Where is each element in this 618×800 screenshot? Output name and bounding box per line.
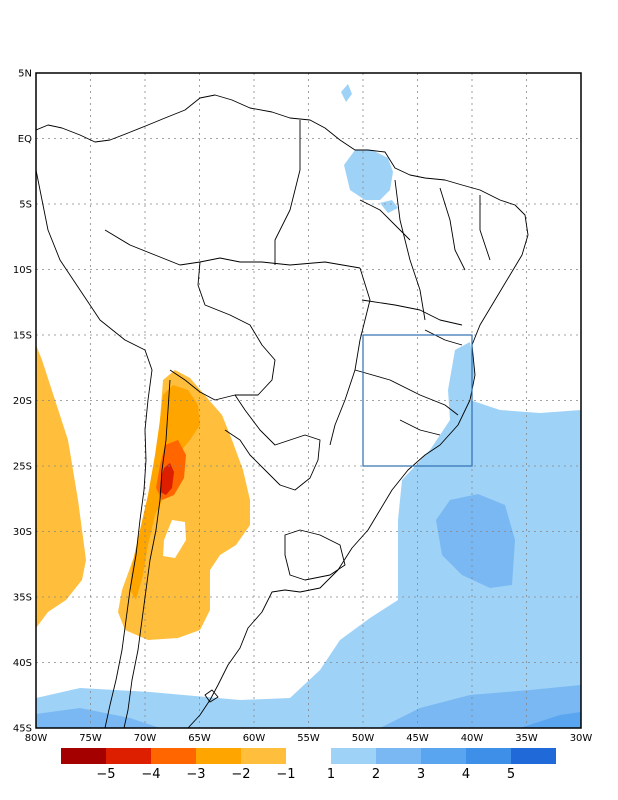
map-panel	[35, 72, 582, 729]
latitude-tick-label: 35S	[13, 593, 32, 604]
colorbar-swatch-negative	[61, 748, 106, 764]
colorbar-label: −4	[141, 767, 160, 782]
longitude-tick-label: 60W	[243, 733, 266, 744]
colorbar-label: 1	[327, 767, 335, 782]
longitude-tick-label: 40W	[461, 733, 484, 744]
country-border-bolivia	[169, 261, 276, 401]
positive-anomaly-southeast-mid	[380, 685, 581, 728]
continent-coastline	[36, 94, 529, 728]
positive-anomaly-southeast-deep	[520, 712, 581, 728]
positive-anomaly-atlantic	[36, 342, 581, 728]
positive-anomaly-atlantic-mid	[436, 494, 515, 588]
colorbar-swatch-negative	[196, 748, 241, 764]
latitude-tick-label: 10S	[13, 265, 32, 276]
colorbar-swatch-negative	[241, 748, 286, 764]
longitude-tick-label: 65W	[188, 733, 211, 744]
coastlines-and-borders	[36, 94, 529, 728]
negative-anomaly-argentina	[118, 370, 250, 640]
latitude-tick-label: 45S	[13, 724, 32, 735]
colorbar-label: 2	[372, 767, 380, 782]
negative-anomaly-argentina-red	[160, 463, 174, 495]
latitude-tick-label: 30S	[13, 527, 32, 538]
colorbar-swatch-positive	[376, 748, 421, 764]
study-region-box	[362, 334, 473, 467]
latitude-tick-label: 15S	[13, 331, 32, 342]
state-borders-brazil	[274, 120, 491, 446]
colorbar-swatch-positive	[421, 748, 466, 764]
colorbar-label: −2	[231, 767, 250, 782]
colorbar-label: 5	[507, 767, 515, 782]
colorbar-label: −3	[186, 767, 205, 782]
colorbar-swatch-negative	[106, 748, 151, 764]
longitude-tick-label: 30W	[570, 733, 593, 744]
country-border-uruguay	[284, 529, 346, 581]
positive-anomaly-small-north	[341, 84, 352, 102]
longitude-tick-label: 80W	[25, 733, 48, 744]
country-border-paraguay	[224, 394, 321, 491]
latitude-labels: 5N EQ 5S 10S 15S 20S 25S 30S 35S 40S 45S	[13, 69, 32, 735]
latitude-tick-label: 20S	[13, 396, 32, 407]
colorbar-label: 3	[417, 767, 425, 782]
colorbar-label: −5	[96, 767, 115, 782]
colorbar-swatch-positive	[511, 748, 556, 764]
longitude-labels: 80W 75W 70W 65W 60W 55W 50W 45W 40W 35W 30W	[25, 733, 593, 744]
colorbar: −5 −4 −3 −2 −1 1 2 3 4 5	[61, 748, 556, 782]
latitude-tick-label: 40S	[13, 658, 32, 669]
latitude-tick-label: 5S	[19, 200, 32, 211]
pacific-coastline	[36, 169, 153, 728]
longitude-tick-label: 45W	[406, 733, 429, 744]
country-border-peru-brazil	[104, 229, 361, 269]
colorbar-swatch-positive	[331, 748, 376, 764]
colorbar-swatch-positive	[466, 748, 511, 764]
positive-anomaly-amazon	[344, 150, 393, 200]
longitude-tick-label: 35W	[515, 733, 538, 744]
negative-anomaly-pacific	[36, 345, 86, 628]
shaded-anomaly-fields	[36, 84, 581, 728]
longitude-tick-label: 70W	[134, 733, 157, 744]
positive-hole-argentina	[163, 520, 186, 558]
colorbar-label: 4	[462, 767, 470, 782]
map-frame	[35, 72, 582, 729]
longitude-tick-label: 75W	[79, 733, 102, 744]
latitude-tick-label: EQ	[18, 134, 32, 145]
grid-lines	[36, 73, 581, 728]
positive-anomaly-small-coast	[380, 200, 398, 213]
country-border-argentina-chile	[123, 379, 171, 728]
colorbar-swatch-negative	[151, 748, 196, 764]
falkland-islands	[204, 689, 219, 703]
latitude-tick-label: 25S	[13, 462, 32, 473]
colorbar-label: −1	[276, 767, 295, 782]
positive-anomaly-south-mid	[36, 708, 160, 728]
latitude-tick-label: 5N	[18, 69, 32, 80]
longitude-tick-label: 50W	[352, 733, 375, 744]
longitude-tick-label: 55W	[297, 733, 320, 744]
